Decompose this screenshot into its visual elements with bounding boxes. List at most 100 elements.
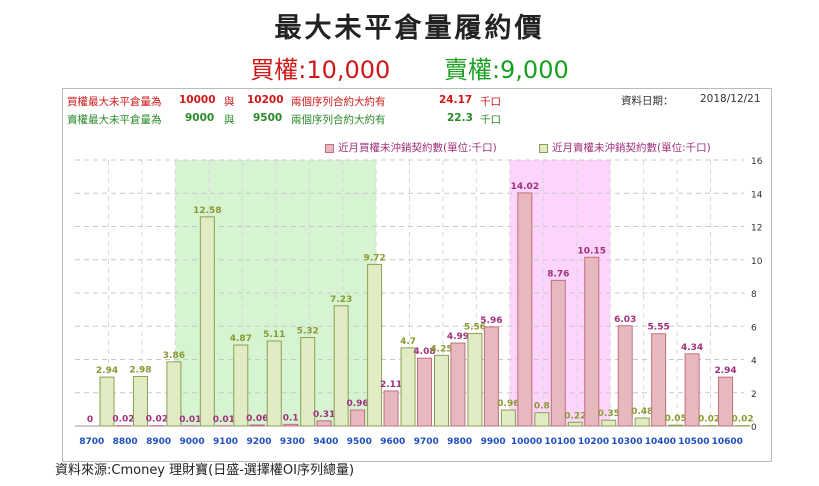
put-data-label: 0.96 bbox=[497, 399, 519, 409]
put-data-label: 0.02 bbox=[698, 415, 720, 425]
x-tick-label: 8900 bbox=[146, 437, 171, 447]
call-bar bbox=[651, 333, 667, 427]
call-data-label: 6.03 bbox=[614, 315, 636, 325]
x-tick-label: 9600 bbox=[380, 437, 405, 447]
call-bar bbox=[350, 409, 366, 427]
legend-call: 近月買權未沖銷契約數(單位:千口) bbox=[325, 140, 497, 155]
put-data-label: 4.25 bbox=[430, 344, 452, 354]
call-bar bbox=[584, 256, 600, 427]
put-data-label: 5.32 bbox=[297, 327, 319, 337]
call-data-label: 10.15 bbox=[578, 246, 606, 256]
put-info-strike1: 9000 bbox=[185, 112, 215, 124]
put-data-label: 0.22 bbox=[564, 411, 586, 421]
y-tick-label: 6 bbox=[751, 323, 757, 333]
call-bar bbox=[383, 390, 399, 427]
call-data-label: 2.94 bbox=[714, 366, 736, 376]
put-bar bbox=[500, 409, 516, 427]
call-bar bbox=[684, 353, 700, 427]
y-tick-label: 8 bbox=[751, 290, 757, 300]
call-data-label: 0.96 bbox=[346, 399, 368, 409]
legend-call-swatch bbox=[325, 143, 334, 153]
legend-put: 近月賣權未沖銷契約數(單位:千口) bbox=[539, 140, 711, 155]
put-data-label: 12.58 bbox=[193, 206, 221, 216]
x-tick-label: 9300 bbox=[280, 437, 305, 447]
x-tick-label: 9700 bbox=[414, 437, 439, 447]
call-data-label: 8.76 bbox=[547, 269, 569, 279]
call-data-label: 0.02 bbox=[112, 415, 134, 425]
call-data-label: 0.01 bbox=[179, 415, 201, 425]
call-data-label: 0.01 bbox=[213, 415, 235, 425]
call-info-conj: 與 bbox=[224, 96, 235, 108]
put-bar bbox=[400, 347, 416, 427]
put-bar bbox=[601, 419, 617, 427]
x-tick-label: 10500 bbox=[678, 437, 709, 447]
date-label: 資料日期： bbox=[621, 95, 674, 107]
data-source: 資料來源:Cmoney 理財寶(日盛-選擇權OI序列總量) bbox=[55, 463, 355, 478]
put-bar bbox=[567, 421, 583, 427]
put-data-label: 9.72 bbox=[363, 253, 385, 263]
x-tick-label: 10400 bbox=[645, 437, 676, 447]
put-bar bbox=[166, 361, 182, 427]
put-data-label: 7.23 bbox=[330, 295, 352, 305]
call-info-desc: 兩個序列合約大約有 bbox=[291, 96, 386, 108]
call-bar bbox=[483, 326, 499, 427]
put-bar bbox=[534, 412, 550, 427]
call-data-label: 0.02 bbox=[146, 415, 168, 425]
x-tick-label: 10200 bbox=[578, 437, 609, 447]
put-data-label: 0.8 bbox=[534, 402, 550, 412]
put-info-amount: 22.3 bbox=[447, 112, 473, 124]
x-tick-label: 10100 bbox=[544, 437, 575, 447]
call-data-label: 4.08 bbox=[413, 347, 435, 357]
chart-title: 最大未平倉量履約價 bbox=[274, 13, 545, 44]
call-data-label: 4.99 bbox=[447, 332, 469, 342]
chart-panel: 買權最大未平倉量為 10000 與 10200 兩個序列合約大約有 24.17 … bbox=[62, 88, 772, 462]
call-data-label: 0 bbox=[87, 415, 93, 425]
call-bar bbox=[517, 192, 533, 427]
put-bar bbox=[132, 375, 148, 427]
put-bar bbox=[467, 333, 483, 427]
put-info-unit: 千口 bbox=[480, 114, 501, 126]
x-tick-label: 9200 bbox=[246, 437, 271, 447]
call-data-label: 4.34 bbox=[681, 343, 703, 353]
call-data-label: 0.31 bbox=[313, 410, 335, 420]
put-bar bbox=[99, 376, 115, 427]
put-data-label: 3.86 bbox=[163, 351, 185, 361]
put-data-label: 0.02 bbox=[731, 415, 753, 425]
x-tick-label: 10300 bbox=[611, 437, 642, 447]
x-tick-label: 9400 bbox=[313, 437, 338, 447]
put-bar bbox=[367, 263, 383, 427]
put-bar bbox=[266, 340, 282, 427]
x-tick-label: 9900 bbox=[481, 437, 506, 447]
put-info-conj: 與 bbox=[224, 114, 235, 126]
y-tick-label: 14 bbox=[751, 190, 763, 200]
call-bar bbox=[316, 420, 332, 427]
call-data-label: 2.11 bbox=[380, 380, 402, 390]
call-data-label: 14.02 bbox=[511, 182, 539, 192]
x-tick-label: 8800 bbox=[113, 437, 138, 447]
put-info-label: 賣權最大未平倉量為 bbox=[67, 114, 162, 126]
put-bar bbox=[300, 337, 316, 427]
call-bar bbox=[617, 325, 633, 427]
call-bar bbox=[283, 423, 299, 427]
y-tick-label: 4 bbox=[751, 357, 757, 367]
put-bar bbox=[333, 305, 349, 427]
x-tick-label: 10000 bbox=[511, 437, 542, 447]
call-info-label: 買權最大未平倉量為 bbox=[67, 96, 162, 108]
put-data-label: 0.05 bbox=[665, 414, 687, 424]
legend-put-swatch bbox=[539, 143, 548, 153]
call-data-label: 5.96 bbox=[480, 316, 502, 326]
date-value: 2018/12/21 bbox=[700, 93, 761, 105]
y-tick-label: 2 bbox=[751, 390, 757, 400]
put-bar bbox=[668, 424, 684, 427]
put-info-desc: 兩個序列合約大約有 bbox=[291, 114, 386, 126]
bar-chart-plot: 0 2 4 6 8 10 12 14 16 0 2.94 8700 0.02 2.98 8800 0.02 3.… bbox=[75, 157, 763, 447]
put-data-label: 0.35 bbox=[598, 409, 620, 419]
call-bar bbox=[718, 376, 734, 427]
y-tick-label: 0 bbox=[751, 423, 757, 433]
x-tick-label: 9000 bbox=[180, 437, 205, 447]
x-tick-label: 10600 bbox=[712, 437, 743, 447]
put-bar bbox=[634, 417, 650, 427]
put-data-label: 4.7 bbox=[400, 337, 416, 347]
call-max-strike: 買權:10,000 bbox=[250, 56, 391, 84]
chart-subtitle: 買權:10,000 賣權:9,000 bbox=[0, 50, 819, 85]
